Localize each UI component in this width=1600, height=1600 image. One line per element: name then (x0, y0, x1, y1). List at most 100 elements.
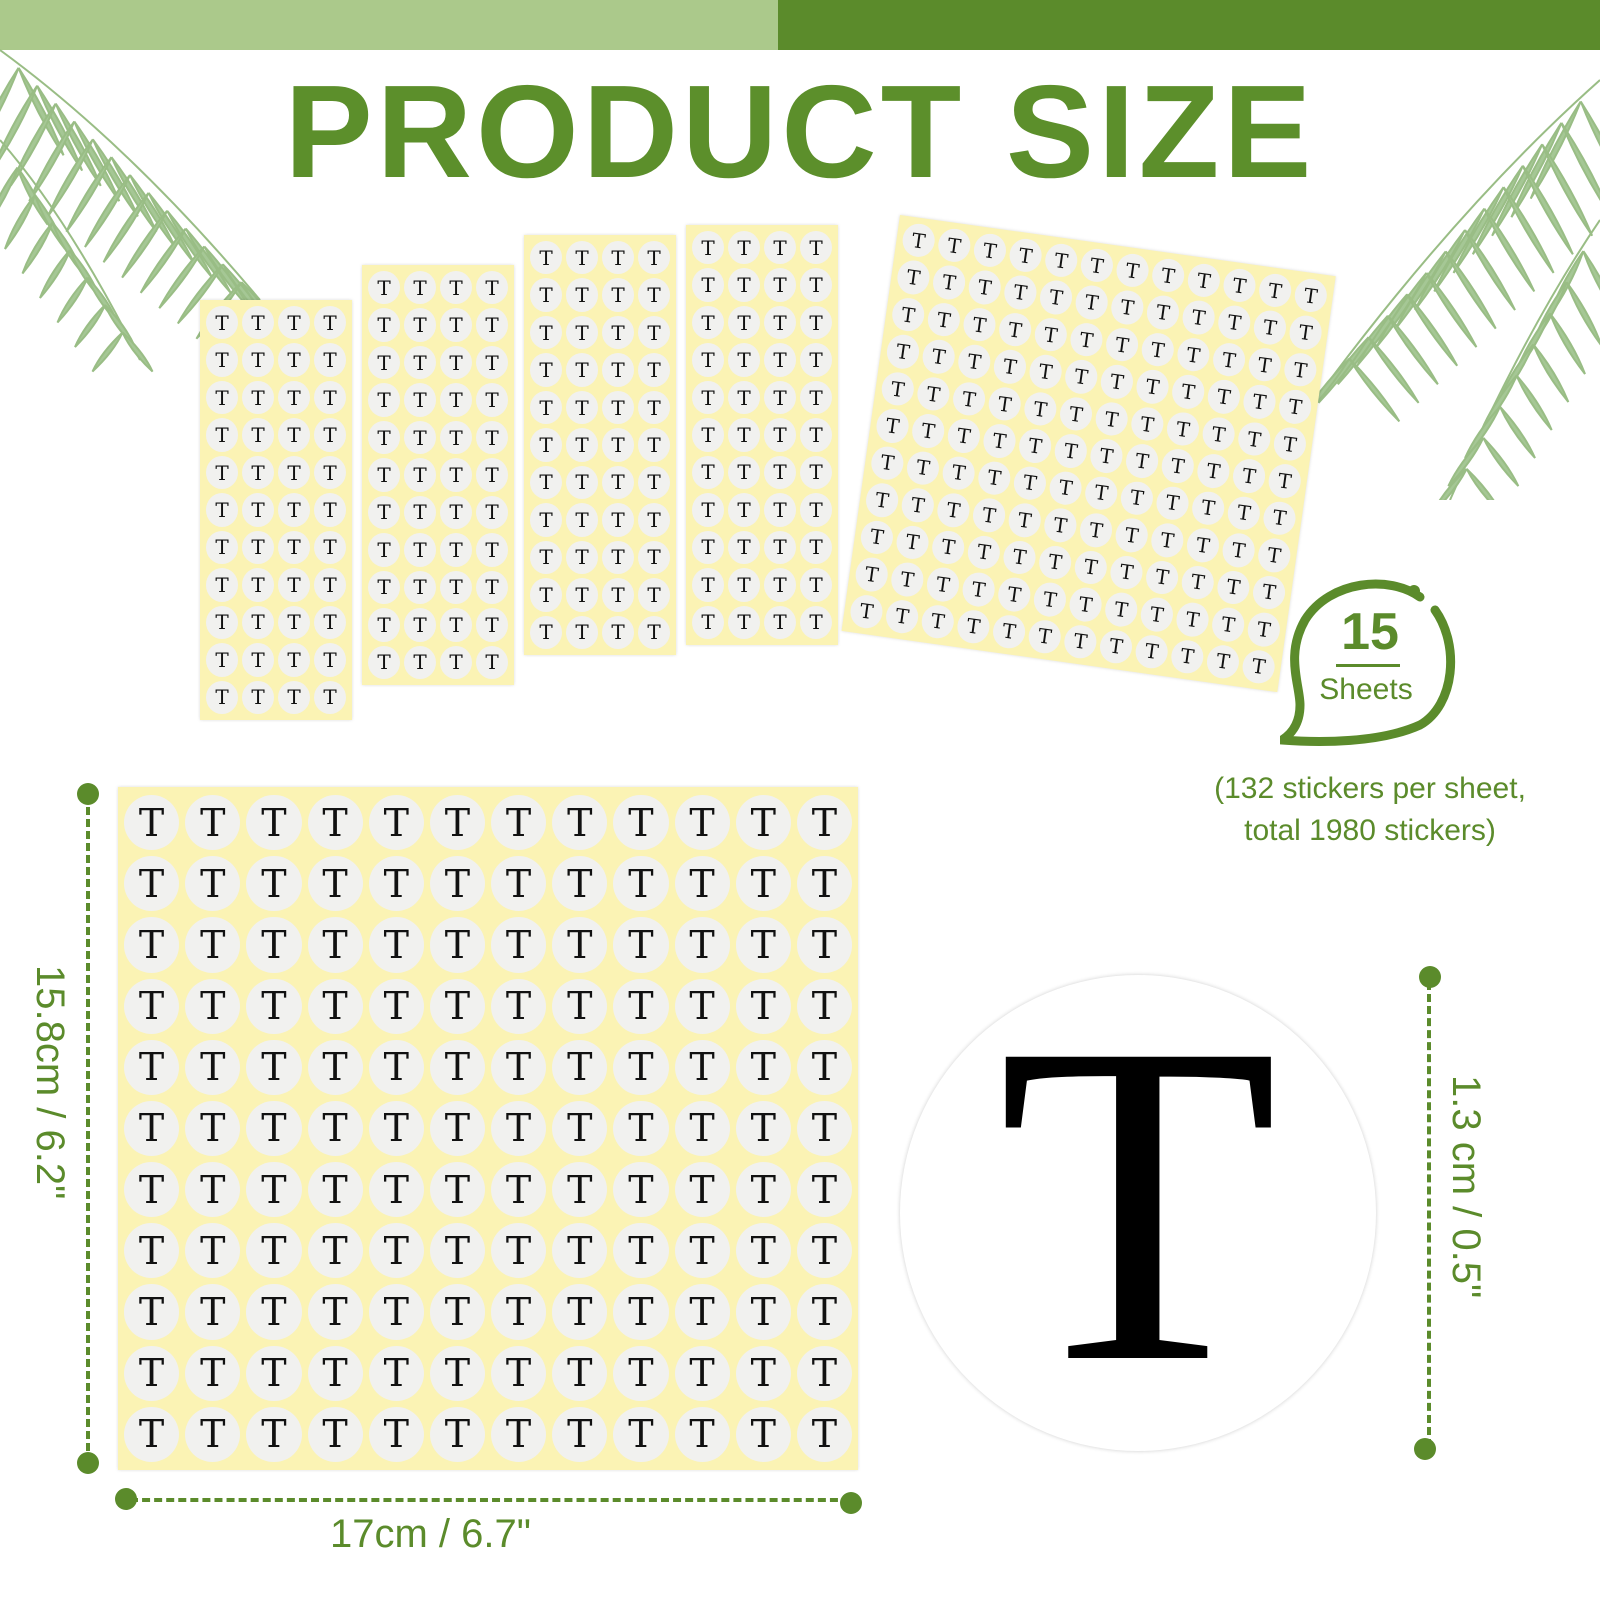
sticker: T (728, 530, 760, 565)
sticker: T (800, 231, 832, 265)
sticker: T (602, 390, 634, 425)
sticker: T (674, 917, 730, 973)
sticker: T (796, 1223, 852, 1279)
sticker: T (314, 568, 346, 602)
sticker: T (124, 856, 180, 912)
sticker: T (883, 597, 921, 636)
sticker: T (476, 495, 508, 530)
sticker: T (728, 268, 760, 302)
sticker: T (674, 1223, 730, 1279)
sticker: T (1271, 425, 1309, 463)
sticker: T (242, 493, 274, 527)
sticker: T (530, 278, 562, 312)
sticker: T (945, 417, 983, 455)
sticker: T (1072, 548, 1109, 587)
sticker: T (674, 1345, 730, 1401)
sticker: T (1256, 536, 1293, 575)
sticker: T (1261, 499, 1298, 538)
sticker: T (996, 310, 1034, 349)
sticker-letter: T (997, 948, 1279, 1458)
sticker: T (613, 978, 669, 1034)
sticker: T (206, 568, 238, 602)
sticker: T (206, 306, 238, 340)
sticker: T (674, 1284, 730, 1340)
sticker: T (476, 608, 508, 642)
sticker: T (440, 570, 472, 605)
sticker: T (800, 455, 832, 490)
sticker: T (314, 343, 346, 377)
dimension-endpoint (840, 1492, 862, 1514)
sticker: T (476, 383, 508, 417)
sticker: T (613, 1039, 669, 1095)
sticker: T (638, 278, 670, 312)
sticker: T (429, 1406, 485, 1462)
sticker: T (368, 1223, 424, 1279)
sticker: T (246, 1284, 302, 1340)
sticker: T (1073, 283, 1110, 322)
sticker: T (960, 570, 997, 609)
sticker: T (796, 917, 852, 973)
sticker: T (1256, 271, 1294, 310)
sticker: T (1027, 353, 1064, 391)
sticker: T (991, 348, 1029, 386)
sticker: T (307, 1162, 363, 1218)
sticker: T (800, 380, 832, 415)
sticker: T (1170, 373, 1207, 411)
sticker: T (735, 1406, 791, 1462)
sticker: T (638, 578, 670, 612)
sticker: T (185, 856, 241, 912)
sticker: T (638, 315, 670, 350)
sticker: T (936, 226, 973, 265)
sticker: T (986, 385, 1023, 423)
sticker: T (185, 917, 241, 973)
sticker: T (566, 615, 598, 649)
sticker: T (1083, 474, 1120, 512)
sticker: T (368, 1284, 424, 1340)
sticker: T (1185, 261, 1222, 300)
sticker: T (368, 917, 424, 973)
sticker: T (764, 418, 796, 452)
sticker: T (1052, 432, 1089, 470)
sticker: T (1109, 288, 1146, 327)
sticker: T (1016, 427, 1054, 465)
sticker: T (206, 643, 238, 677)
sticker: T (1097, 627, 1135, 666)
sticker: T (800, 268, 832, 302)
sticker: T (1062, 622, 1099, 661)
sticker: T (674, 1039, 730, 1095)
sticker: T (307, 917, 363, 973)
sticker: T (206, 418, 238, 452)
sticker: T (1098, 363, 1136, 401)
sticker: T (1133, 632, 1170, 671)
sticker: T (990, 612, 1028, 651)
sticker: T (242, 568, 274, 602)
sticker: T (602, 278, 634, 312)
sheet-unit: Sheets (1319, 673, 1413, 706)
dimension-endpoint (115, 1488, 137, 1510)
sticker: T (800, 605, 832, 639)
sticker: T (206, 605, 238, 640)
sticker: T (1103, 326, 1141, 364)
sticker: T (124, 1406, 180, 1462)
sticker: T (1225, 494, 1263, 532)
sticker: T (404, 645, 436, 679)
sticker: T (429, 1039, 485, 1095)
sticker: T (530, 390, 562, 425)
sticker: T (1200, 415, 1237, 453)
sticker: T (1159, 447, 1196, 485)
sticker: T (566, 315, 598, 350)
sticker: T (368, 533, 400, 567)
sticker: T (692, 380, 724, 415)
sticker: T (552, 917, 608, 973)
sticker: T (1220, 531, 1257, 570)
sticker: T (368, 1162, 424, 1218)
sticker: T (899, 486, 936, 524)
sticker: T (692, 530, 724, 565)
sticker: T (404, 308, 436, 342)
sticker: T (1215, 568, 1252, 607)
sticker: T (764, 568, 796, 602)
sticker: T (1204, 642, 1242, 681)
sticker: T (1068, 321, 1105, 359)
